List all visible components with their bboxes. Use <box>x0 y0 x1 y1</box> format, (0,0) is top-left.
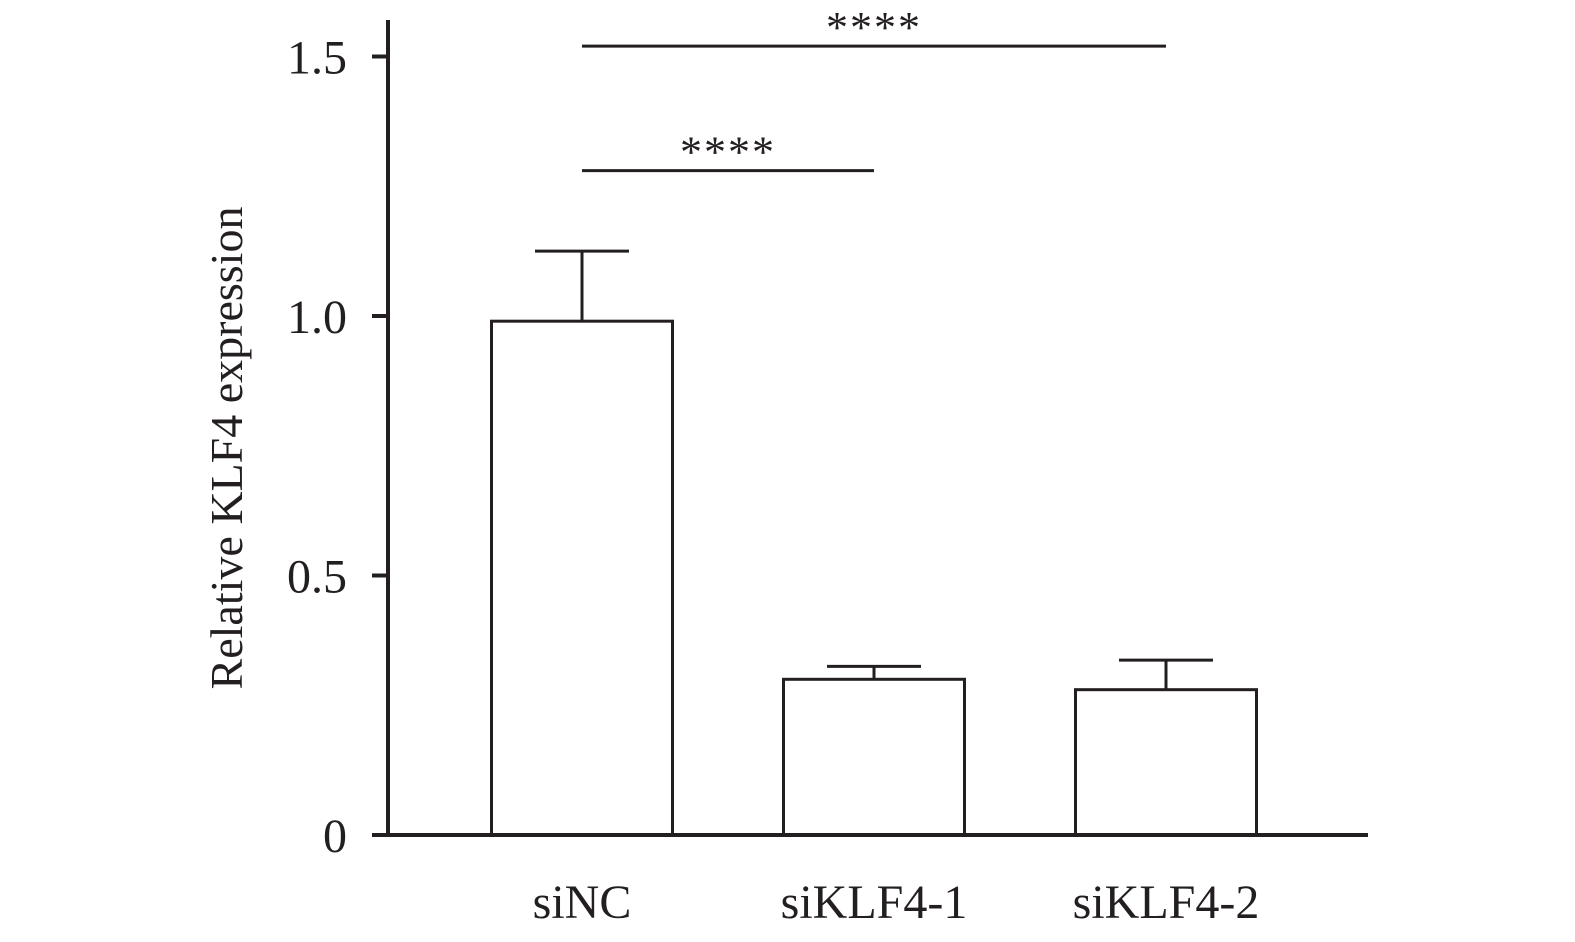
significance-label-2: **** <box>826 3 922 52</box>
bar-siKLF4-1 <box>782 677 966 837</box>
x-tick-label-siNC: siNC <box>533 876 632 929</box>
y-tick-label-1.0: 1.0 <box>287 291 347 344</box>
x-tick-label-siKLF4-1: siKLF4-1 <box>781 876 968 929</box>
y-tick-label-0.5: 0.5 <box>287 551 347 604</box>
plot-area: siNC siKLF4-1 siKLF4-2 0 0.5 1.0 1.5 **** **** <box>287 3 1368 929</box>
y-tick-label-1.5: 1.5 <box>287 32 347 85</box>
y-axis-title: Relative KLF4 expression <box>201 207 252 690</box>
x-tick-label-siKLF4-2: siKLF4-2 <box>1073 876 1260 929</box>
y-tick-label-0: 0 <box>323 810 347 863</box>
bar-siNC <box>490 319 674 837</box>
bar-siKLF4-2 <box>1074 688 1258 837</box>
significance-label-1: **** <box>680 128 776 177</box>
